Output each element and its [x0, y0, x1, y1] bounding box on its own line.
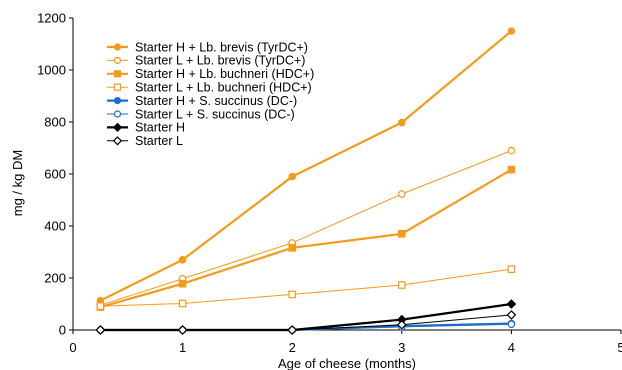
- legend-item: Starter H + Lb. buchneri (HDC+): [107, 67, 314, 81]
- data-point: [178, 255, 187, 264]
- y-tick-label: 600: [44, 167, 66, 182]
- series-6: [96, 320, 516, 334]
- data-point: [113, 96, 122, 105]
- data-point: [397, 118, 406, 127]
- data-point: [96, 302, 105, 310]
- data-point: [178, 299, 187, 308]
- data-point: [113, 70, 122, 78]
- series-4: [96, 265, 516, 310]
- legend-label: Starter L + S. succinus (DC-): [135, 107, 295, 121]
- series-2: [96, 146, 516, 310]
- x-tick-label: 2: [289, 340, 296, 355]
- x-tick-label: 5: [617, 340, 622, 355]
- series-3: [96, 165, 516, 311]
- y-tick-label: 1000: [37, 63, 66, 78]
- data-point: [113, 56, 122, 65]
- y-tick-label: 400: [44, 219, 66, 234]
- legend-label: Starter H + Lb. brevis (TyrDC+): [135, 40, 308, 54]
- data-point: [398, 281, 406, 289]
- legend-item: Starter H + S. succinus (DC-): [107, 94, 297, 108]
- series-8: [95, 310, 517, 335]
- data-point: [507, 320, 516, 329]
- data-point: [507, 165, 516, 174]
- x-tick-label: 1: [179, 340, 186, 355]
- y-tick-label: 200: [44, 271, 66, 286]
- y-tick-label: 0: [59, 323, 66, 338]
- axes: 0 200 400 600 800 1000 1200 0 1 2 3 4 5: [37, 11, 622, 356]
- x-axis-label: Age of cheese (months): [278, 356, 416, 370]
- data-point: [506, 299, 517, 309]
- data-point: [112, 136, 123, 146]
- legend-label: Starter L + Lb. buchneri (HDC+): [135, 81, 312, 95]
- x-tick-label: 0: [69, 340, 76, 355]
- legend-item: Starter H: [107, 121, 185, 135]
- data-point: [398, 230, 406, 238]
- legend-item: Starter H + Lb. brevis (TyrDC+): [107, 40, 308, 54]
- data-point: [287, 325, 298, 335]
- series-line: [100, 150, 512, 306]
- y-tick-label: 1200: [37, 11, 66, 26]
- legend-label: Starter H + Lb. buchneri (HDC+): [135, 67, 314, 81]
- data-point: [177, 325, 188, 335]
- series-line: [100, 168, 512, 309]
- data-point: [507, 27, 516, 35]
- data-point: [507, 265, 516, 273]
- legend-item: Starter L + Lb. brevis (TyrDC+): [107, 54, 305, 68]
- legend-item: Starter L: [107, 134, 183, 148]
- legend-item: Starter L + S. succinus (DC-): [107, 107, 295, 121]
- data-point: [178, 279, 187, 288]
- data-point: [113, 43, 122, 51]
- legend-label: Starter L + Lb. brevis (TyrDC+): [135, 54, 305, 68]
- data-point: [506, 310, 517, 320]
- series-line: [100, 268, 512, 307]
- legend-label: Starter H: [135, 121, 185, 135]
- data-point: [396, 319, 407, 330]
- x-tick-label: 4: [508, 340, 515, 355]
- data-point: [95, 325, 106, 335]
- x-tick-label: 3: [398, 340, 405, 355]
- series-layer: [95, 27, 517, 335]
- legend-label: Starter H + S. succinus (DC-): [135, 94, 297, 108]
- legend: Starter H + Lb. brevis (TyrDC+)Starter L…: [107, 40, 314, 148]
- data-point: [112, 122, 123, 133]
- legend-label: Starter L: [135, 134, 183, 148]
- data-point: [288, 172, 297, 181]
- legend-item: Starter L + Lb. buchneri (HDC+): [107, 81, 312, 95]
- data-point: [397, 190, 406, 198]
- data-point: [113, 83, 122, 91]
- y-axis-label: mg / kg DM: [10, 150, 25, 216]
- data-point: [113, 110, 122, 118]
- y-tick-label: 800: [44, 115, 66, 130]
- data-point: [288, 244, 297, 252]
- series-5: [96, 319, 516, 334]
- data-point: [507, 146, 516, 155]
- data-point: [288, 290, 297, 299]
